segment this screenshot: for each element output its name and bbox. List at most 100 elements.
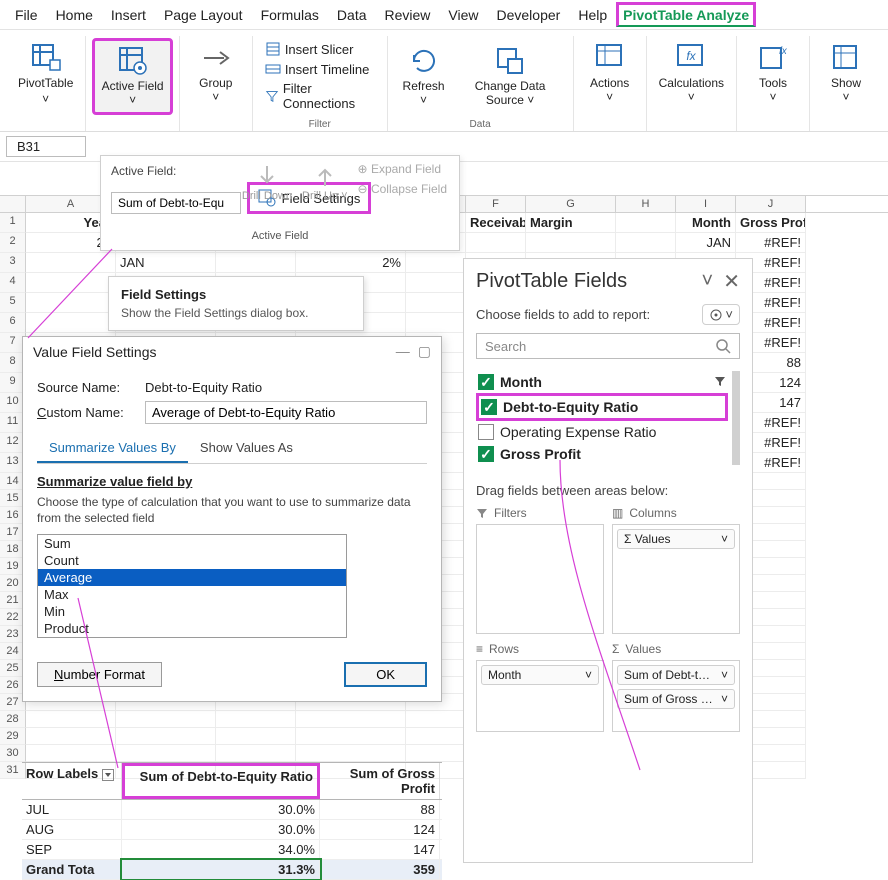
cell[interactable] <box>26 711 116 728</box>
checkbox[interactable]: ✓ <box>478 446 494 462</box>
row-header[interactable]: 29 <box>0 728 26 745</box>
calc-option-product[interactable]: Product <box>38 620 346 637</box>
filters-drop-area[interactable] <box>476 524 604 634</box>
calculation-listbox[interactable]: SumCountAverageMaxMinProduct <box>37 534 347 638</box>
col-header-H[interactable]: H <box>616 196 676 212</box>
fields-search-input[interactable]: Search <box>476 333 740 359</box>
col-header-F[interactable]: F <box>466 196 526 212</box>
menu-page-layout[interactable]: Page Layout <box>155 3 252 27</box>
menu-help[interactable]: Help <box>569 3 616 27</box>
number-format-button[interactable]: Number Format <box>37 662 162 687</box>
cell[interactable] <box>406 728 466 745</box>
change-data-source-button[interactable]: Change Data Source ˅ <box>454 41 567 112</box>
cell[interactable] <box>296 745 406 762</box>
columns-drop-area[interactable]: Σ Values˅ <box>612 524 740 634</box>
cell[interactable] <box>296 711 406 728</box>
checkbox[interactable]: ✓ <box>478 374 494 390</box>
values-drop-area[interactable]: Sum of Debt-t…˅Sum of Gross …˅ <box>612 660 740 732</box>
col-header-G[interactable]: G <box>526 196 616 212</box>
fields-gear-button[interactable]: ˅ <box>702 304 740 325</box>
cell[interactable] <box>296 728 406 745</box>
cell[interactable] <box>26 313 116 333</box>
tab-show-values-as[interactable]: Show Values As <box>188 434 305 463</box>
active-field-input[interactable] <box>111 192 241 214</box>
cell[interactable] <box>116 745 216 762</box>
cell[interactable] <box>116 728 216 745</box>
active-field-button[interactable]: Active Field ˅ <box>92 38 172 115</box>
cell[interactable] <box>406 313 466 333</box>
row-header[interactable]: 2 <box>0 233 26 253</box>
col-header-I[interactable]: I <box>676 196 736 212</box>
row-header[interactable]: 4 <box>0 273 26 293</box>
col-header-J[interactable]: J <box>736 196 806 212</box>
cell[interactable]: JAN <box>116 253 216 273</box>
cell[interactable] <box>26 293 116 313</box>
menu-developer[interactable]: Developer <box>488 3 570 27</box>
refresh-button[interactable]: Refresh˅ <box>394 41 454 112</box>
pivot-header-row-labels[interactable]: Row Labels <box>22 763 122 799</box>
insert-timeline-button[interactable]: Insert Timeline <box>263 60 377 78</box>
menu-home[interactable]: Home <box>47 3 102 27</box>
cell[interactable] <box>406 711 466 728</box>
group-button[interactable]: Group˅ <box>186 38 246 109</box>
cell[interactable] <box>216 253 296 273</box>
drill-up-button[interactable]: Drill Up ˅ <box>302 162 348 202</box>
cell[interactable] <box>616 213 676 233</box>
expand-field-button[interactable]: ⊕ Expand Field <box>358 162 447 176</box>
cell[interactable] <box>216 745 296 762</box>
menu-review[interactable]: Review <box>376 3 440 27</box>
menu-view[interactable]: View <box>439 3 487 27</box>
cell[interactable]: Receivables <box>466 213 526 233</box>
pivottable-button[interactable]: PivotTable ˅ <box>12 38 79 111</box>
cell[interactable] <box>26 745 116 762</box>
cell[interactable]: Month <box>676 213 736 233</box>
filter-dropdown-icon[interactable] <box>102 769 114 781</box>
menu-pivottable-analyze[interactable]: PivotTable Analyze <box>616 2 756 27</box>
collapse-field-button[interactable]: ⊖ Collapse Field <box>358 182 447 196</box>
minimize-icon[interactable]: — <box>396 343 410 360</box>
cell[interactable] <box>526 233 616 253</box>
calc-option-count[interactable]: Count <box>38 552 346 569</box>
row-header[interactable]: 6 <box>0 313 26 333</box>
rows-drop-area[interactable]: Month˅ <box>476 660 604 732</box>
menu-insert[interactable]: Insert <box>102 3 155 27</box>
field-item-month[interactable]: ✓Month <box>476 371 728 393</box>
columns-pill[interactable]: Σ Values˅ <box>617 529 735 549</box>
cell[interactable]: Margin <box>526 213 616 233</box>
cell[interactable] <box>406 293 466 313</box>
cell[interactable] <box>26 728 116 745</box>
cell[interactable]: Gross Profit <box>736 213 806 233</box>
cell[interactable] <box>116 711 216 728</box>
drill-down-button[interactable]: Drill Down <box>242 162 292 202</box>
field-item-operating-expense-ratio[interactable]: Operating Expense Ratio <box>476 421 728 443</box>
actions-button[interactable]: Actions˅ <box>580 38 640 109</box>
tools-button[interactable]: fx Tools˅ <box>743 38 803 109</box>
menu-file[interactable]: File <box>6 3 47 27</box>
pivot-header-sum-debt[interactable]: Sum of Debt-to-Equity Ratio <box>122 763 320 799</box>
cell[interactable]: #REF! <box>736 233 806 253</box>
cell[interactable] <box>466 233 526 253</box>
calc-option-average[interactable]: Average <box>38 569 346 586</box>
ok-button[interactable]: OK <box>344 662 427 687</box>
insert-slicer-button[interactable]: Insert Slicer <box>263 40 377 58</box>
field-item-debt-to-equity-ratio[interactable]: ✓Debt-to-Equity Ratio <box>476 393 728 421</box>
cell[interactable] <box>616 233 676 253</box>
cell[interactable] <box>406 253 466 273</box>
tab-summarize-values-by[interactable]: Summarize Values By <box>37 434 188 463</box>
name-box[interactable]: B31 <box>6 136 86 157</box>
chevron-down-icon[interactable]: ˅ <box>702 270 714 293</box>
row-header[interactable]: 5 <box>0 293 26 313</box>
cell[interactable] <box>26 273 116 293</box>
row-header[interactable]: 30 <box>0 745 26 762</box>
filter-connections-button[interactable]: Filter Connections <box>263 80 377 112</box>
custom-name-input[interactable] <box>145 401 427 424</box>
cell[interactable]: JAN <box>676 233 736 253</box>
show-button[interactable]: Show˅ <box>816 38 876 109</box>
pivot-header-sum-gross[interactable]: Sum of Gross Profit <box>320 763 440 799</box>
cell[interactable] <box>26 253 116 273</box>
row-header[interactable]: 3 <box>0 253 26 273</box>
menu-data[interactable]: Data <box>328 3 376 27</box>
values-pill[interactable]: Sum of Debt-t…˅ <box>617 665 735 685</box>
close-icon[interactable]: ✕ <box>723 269 740 294</box>
cell[interactable] <box>406 745 466 762</box>
